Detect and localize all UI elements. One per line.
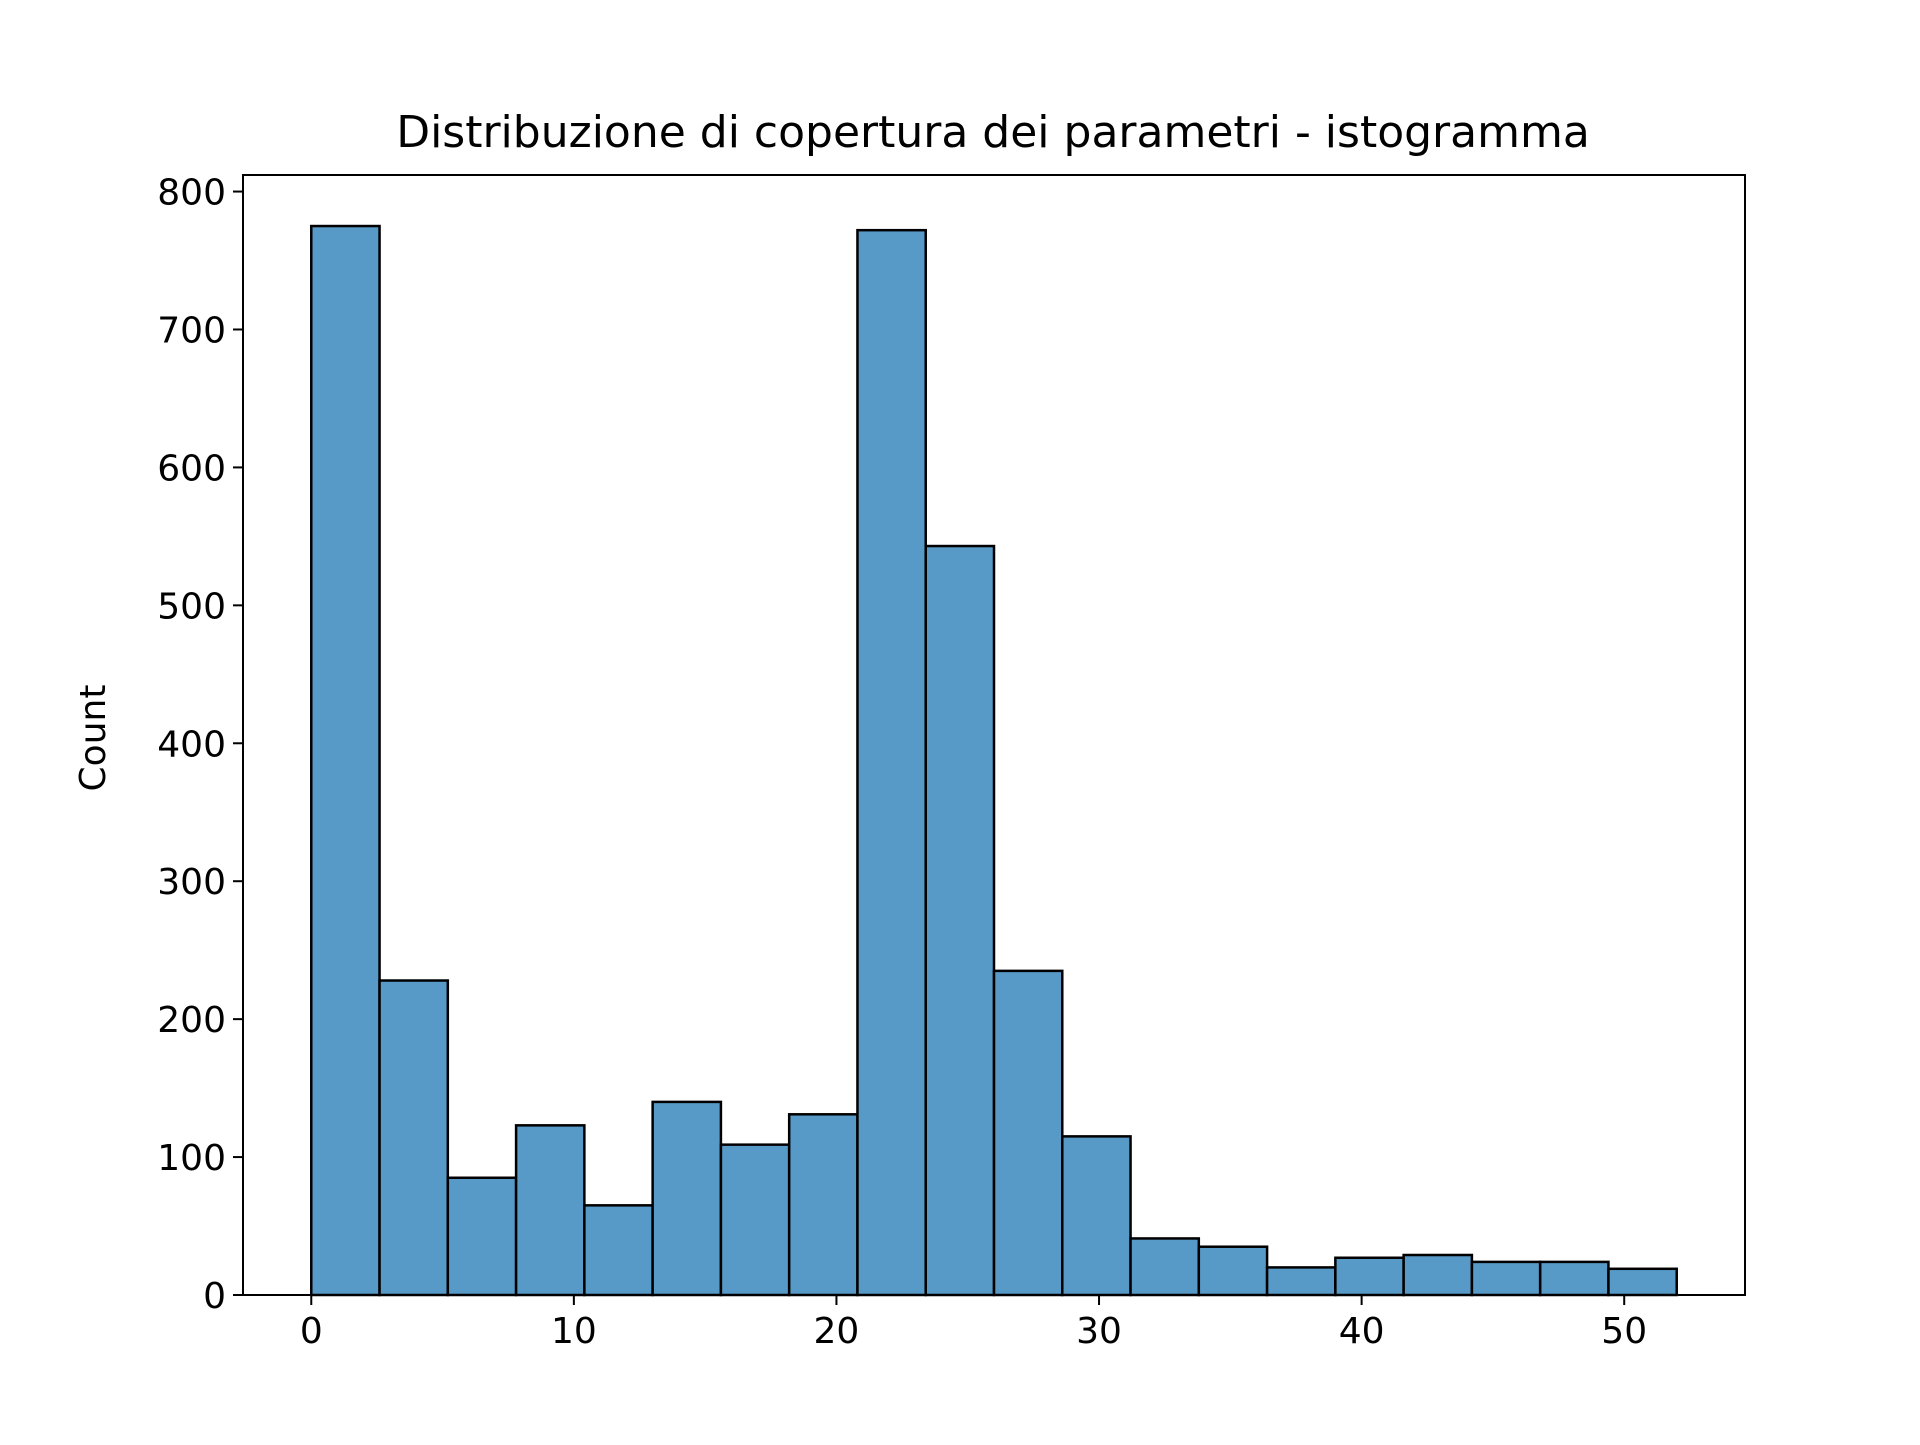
x-tick-label: 20: [814, 1311, 860, 1352]
histogram-bar: [924, 544, 996, 1297]
y-tick-label: 800: [157, 173, 226, 214]
histogram-bar: [1129, 1237, 1201, 1297]
histogram-bar: [787, 1113, 859, 1297]
histogram-bar: [1265, 1266, 1337, 1297]
x-tick-label: 10: [551, 1311, 597, 1352]
histogram-bar: [1607, 1267, 1678, 1297]
histogram-bar: [856, 228, 927, 1297]
x-axis-ticks: 0 10 20 30 40 50: [300, 1295, 1647, 1352]
y-axis-ticks: 0 100 200 300 400 500 600 700 800: [157, 173, 243, 1317]
y-tick-label: 300: [157, 862, 226, 903]
histogram-bar: [651, 1100, 723, 1297]
x-tick-label: 50: [1601, 1311, 1647, 1352]
x-tick-label: 30: [1076, 1311, 1122, 1352]
plot-area-frame: [242, 174, 1746, 1296]
histogram-bar: [378, 979, 450, 1297]
x-tick-label: 0: [300, 1311, 323, 1352]
histogram-bar: [1197, 1245, 1269, 1297]
bars-group: [310, 224, 1678, 1297]
histogram-bar: [992, 969, 1064, 1297]
y-tick-label: 200: [157, 1000, 226, 1041]
y-tick-label: 100: [157, 1138, 226, 1179]
histogram-bar: [1334, 1256, 1405, 1297]
histogram-bar: [446, 1176, 518, 1297]
histogram-bar: [719, 1143, 791, 1297]
histogram-bar: [1538, 1260, 1610, 1297]
y-tick-label: 700: [157, 310, 226, 351]
x-tick-label: 40: [1339, 1311, 1385, 1352]
y-tick-label: 500: [157, 586, 226, 627]
histogram-bar: [1061, 1135, 1132, 1297]
y-tick-label: 0: [203, 1276, 226, 1317]
y-tick-label: 600: [157, 448, 226, 489]
y-tick-label: 400: [157, 724, 226, 765]
histogram-bar: [1402, 1253, 1474, 1297]
chart-title: Distribuzione di copertura dei parametri…: [396, 107, 1590, 158]
histogram-bar: [514, 1124, 586, 1297]
histogram-bar: [1470, 1260, 1542, 1297]
histogram-bar: [583, 1204, 654, 1297]
y-axis-label: Count: [73, 685, 114, 792]
histogram-bar: [310, 224, 381, 1297]
